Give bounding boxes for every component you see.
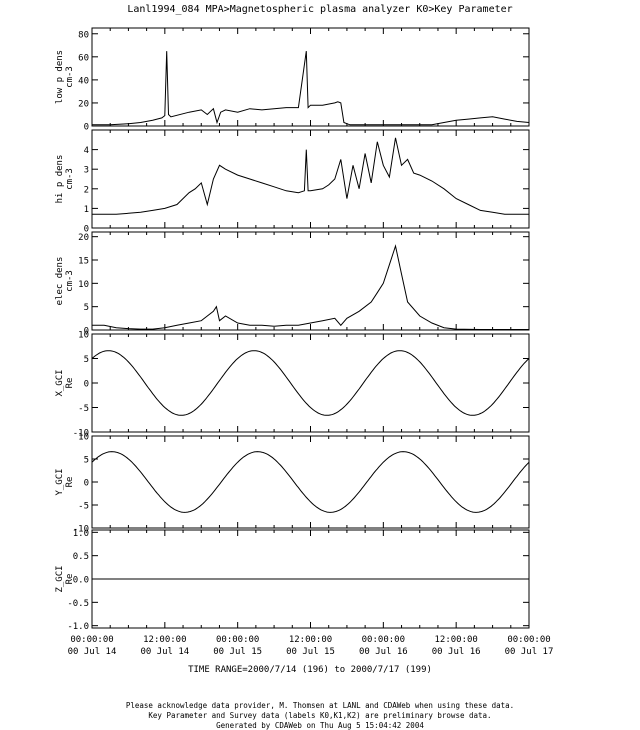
panel-2: 0 1 2 3 4 hi p denscm-3: [55, 129, 530, 235]
y-tick-label: 5: [84, 303, 89, 313]
series-line: [92, 137, 529, 215]
x-tick-label-date: 00 Jul 15: [286, 647, 335, 657]
y-axis-label-line: Re: [65, 574, 75, 585]
y-axis-label-line: cm-3: [65, 168, 75, 190]
y-axis-label: hi p denscm-3: [55, 155, 75, 204]
y-tick-label: 1.0: [73, 529, 89, 539]
y-tick-label: -1.0: [67, 622, 89, 632]
y-axis-label: elec denscm-3: [55, 257, 75, 306]
x-tick-label-date: 00 Jul 17: [505, 647, 554, 657]
footer-generated: Generated by CDAWeb on Thu Aug 5 15:04:4…: [216, 721, 424, 730]
y-tick-label: 0.5: [73, 552, 89, 562]
y-axis-label-line: Re: [65, 378, 75, 389]
footer-acknowledgement: Please acknowledge data provider, M. Tho…: [126, 701, 514, 710]
x-tick-label-time: 00:00:00: [70, 635, 113, 645]
y-tick-label: 10: [78, 280, 89, 290]
y-tick-label: -10: [73, 429, 89, 439]
panel-frame: [91, 27, 530, 127]
x-tick-label-time: 00:00:00: [216, 635, 259, 645]
series-line: [91, 451, 530, 513]
y-axis-label-line: X_GCI: [55, 369, 65, 396]
panel-frame: [91, 231, 530, 331]
chart-title: Lanl1994_084 MPA>Magnetospheric plasma a…: [127, 4, 512, 15]
x-axis: 00:00:00 00 Jul 14 12:00:00 00 Jul 14 00:00:…: [68, 635, 554, 657]
y-axis-label-line: Y_GCI: [55, 468, 65, 495]
y-axis-label: X_GCIRe: [55, 369, 75, 396]
x-tick-label-date: 00 Jul 14: [68, 647, 117, 657]
panel-frame: [91, 129, 530, 229]
series-line: [92, 51, 530, 126]
y-tick-label: -5: [78, 404, 89, 414]
y-axis-label-line: Z_GCI: [55, 565, 65, 592]
x-tick-label-time: 12:00:00: [289, 635, 332, 645]
panel-3: 0 5 10 15 20 elec denscm-3: [55, 231, 530, 337]
y-axis-label-line: cm-3: [65, 66, 75, 88]
y-tick-label: 1: [84, 205, 89, 215]
y-tick-label: 80: [78, 30, 89, 40]
y-axis-label-line: low p dens: [55, 50, 65, 104]
y-tick-label: 0: [84, 225, 89, 235]
panel-5: -10 -5 0 5 10 Y_GCIRe: [55, 433, 530, 535]
x-tick-label-time: 00:00:00: [507, 635, 550, 645]
y-axis-label-line: elec dens: [55, 257, 65, 306]
time-range-label: TIME RANGE=2000/7/14 (196) to 2000/7/17 …: [188, 665, 432, 675]
y-axis-label-line: cm-3: [65, 270, 75, 292]
y-tick-label: -5: [78, 502, 89, 512]
y-tick-label: 2: [84, 185, 89, 195]
y-tick-label: 0: [84, 123, 89, 133]
y-tick-label: 10: [78, 331, 89, 341]
x-tick-label-date: 00 Jul 14: [140, 647, 189, 657]
y-tick-label: 3: [84, 166, 89, 176]
y-axis-label: Z_GCIRe: [55, 565, 75, 592]
y-axis-label-line: hi p dens: [55, 155, 65, 204]
y-tick-label: 0: [84, 479, 89, 489]
y-tick-label: 10: [78, 433, 89, 443]
panel-frame: [91, 435, 530, 529]
series-line: [92, 244, 529, 330]
y-tick-label: 20: [78, 99, 89, 109]
footer-preliminary-note: Key Parameter and Survey data (labels K0…: [148, 711, 491, 720]
y-tick-label: 60: [78, 53, 89, 63]
y-tick-label: 0: [84, 327, 89, 337]
y-axis-label: Y_GCIRe: [55, 468, 75, 495]
panel-frame: [91, 333, 530, 433]
y-axis-label: low p denscm-3: [55, 50, 75, 104]
x-tick-label-time: 12:00:00: [143, 635, 186, 645]
panel-4: -10 -5 0 5 10 X_GCIRe: [55, 331, 530, 439]
y-tick-label: 5: [84, 456, 89, 466]
y-axis-label-line: Re: [65, 477, 75, 488]
y-tick-label: 4: [84, 146, 89, 156]
y-tick-label: 20: [78, 233, 89, 243]
x-tick-label-date: 00 Jul 16: [432, 647, 481, 657]
panel-6: -1.0 -0.5 0.0 0.5 1.0 Z_GCIRe: [55, 529, 530, 632]
y-tick-label: 5: [84, 355, 89, 365]
y-tick-label: 0.0: [73, 576, 89, 586]
x-tick-label-time: 00:00:00: [362, 635, 405, 645]
series-line: [91, 350, 530, 416]
y-tick-label: 0: [84, 380, 89, 390]
y-tick-label: -0.5: [67, 599, 89, 609]
y-tick-label: 40: [78, 76, 89, 86]
x-tick-label-time: 12:00:00: [434, 635, 477, 645]
x-tick-label-date: 00 Jul 16: [359, 647, 408, 657]
y-tick-label: -10: [73, 525, 89, 535]
x-tick-label-date: 00 Jul 15: [213, 647, 262, 657]
y-tick-label: 15: [78, 257, 89, 267]
